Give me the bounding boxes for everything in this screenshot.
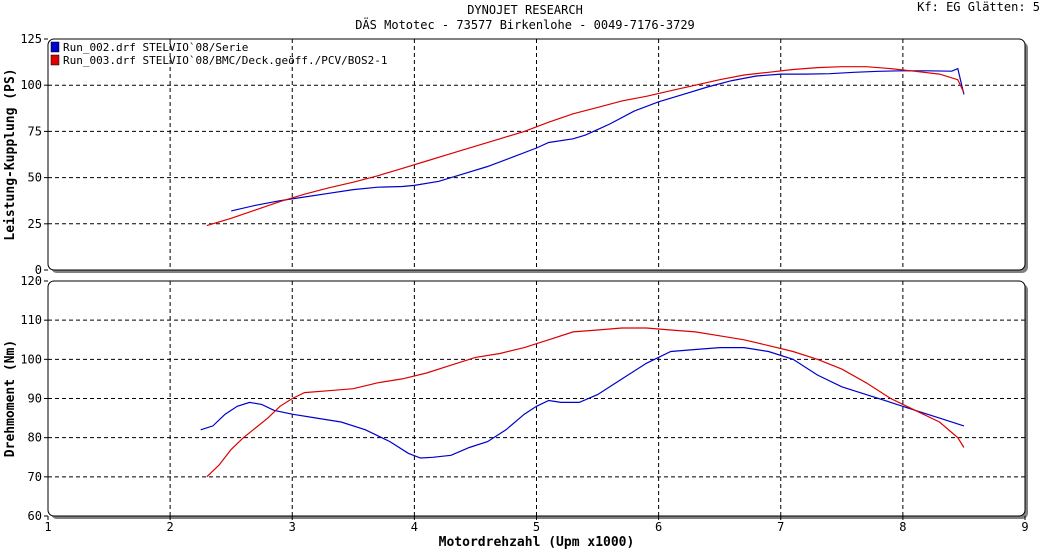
torque-ytick-label: 100 [20, 352, 42, 366]
chart-title: DYNOJET RESEARCH [467, 3, 583, 17]
power-ytick-label: 125 [20, 32, 42, 46]
power-ytick-label: 0 [35, 263, 42, 277]
power-ytick-label: 25 [28, 217, 42, 231]
xtick-label: 7 [777, 520, 784, 534]
xtick-label: 6 [655, 520, 662, 534]
torque-ytick-label: 80 [28, 431, 42, 445]
xlabel: Motordrehzahl (Upm x1000) [439, 535, 635, 549]
power-ytick-label: 75 [28, 124, 42, 138]
smoothing-info: Kf: EG Glätten: 5 [917, 0, 1040, 14]
power-ylabel: Leistung-Kupplung (PS) [3, 68, 18, 240]
xtick-label: 8 [899, 520, 906, 534]
power-ytick-label: 100 [20, 78, 42, 92]
legend-label-run002: Run_002.drf STELVIO`08/Serie [63, 41, 248, 54]
torque-series-run003 [206, 327, 965, 478]
xtick-label: 3 [289, 520, 296, 534]
torque-ytick-label: 110 [20, 313, 42, 327]
torque-ytick-label: 120 [20, 274, 42, 288]
xtick-label: 5 [533, 520, 540, 534]
legend-swatch-run003 [50, 54, 60, 66]
chart-subtitle: DÄS Mototec - 73577 Birkenlohe - 0049-71… [355, 18, 695, 32]
power-series-run002 [231, 67, 965, 212]
torque-ytick-label: 60 [28, 509, 42, 523]
xtick-label: 4 [411, 520, 418, 534]
legend-swatch-run002 [50, 41, 60, 53]
torque-series-run002 [200, 347, 965, 459]
torque-panel: 60 70 80 90 100 110 120 Drehmoment (Nm) 1 2 3 4 5 6 7 8… [3, 274, 1029, 549]
xtick-label: 1 [44, 520, 51, 534]
torque-ytick-label: 70 [28, 470, 42, 484]
xtick-label: 2 [167, 520, 174, 534]
power-ytick-label: 50 [28, 171, 42, 185]
torque-ylabel: Drehmoment (Nm) [3, 340, 18, 457]
power-panel: 0 25 50 75 100 125 Leistung-Kupplung (PS) Run_0… [3, 32, 1028, 277]
power-series-run003 [206, 66, 965, 227]
xtick-label: 9 [1021, 520, 1028, 534]
legend-label-run003: Run_003.drf STELVIO`08/BMC/Deck.geöff./P… [63, 54, 388, 67]
torque-ytick-label: 90 [28, 392, 42, 406]
